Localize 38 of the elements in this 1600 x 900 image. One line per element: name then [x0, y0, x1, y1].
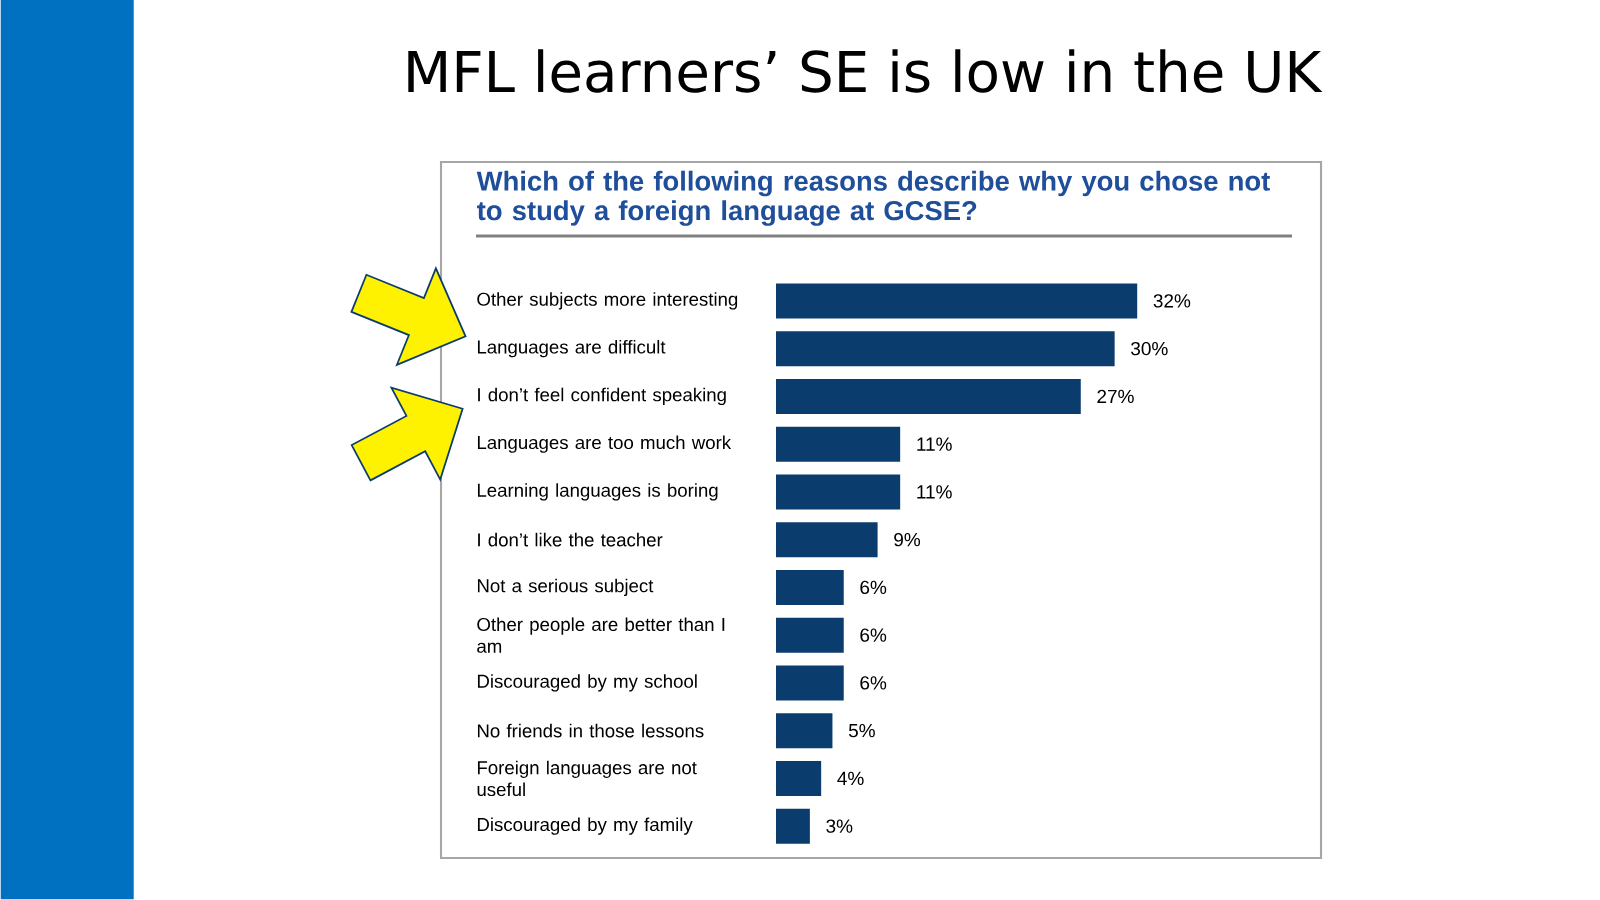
bar — [776, 760, 822, 796]
y-tick-label: Other people are better than I am — [477, 617, 725, 653]
bar — [776, 522, 878, 558]
data-label: 4% — [837, 771, 864, 786]
bar — [776, 665, 844, 701]
bar — [776, 426, 901, 462]
y-tick-label: I don’t feel confident speaking — [478, 387, 726, 406]
chart-title: MFL learners’ SE is low in the UK — [408, 49, 1323, 93]
bar — [776, 331, 1115, 367]
y-tick-label: Discouraged by my school — [477, 674, 697, 692]
data-label: 5% — [848, 723, 875, 738]
data-label: 27% — [1097, 389, 1134, 404]
chart-subtitle: Which of the following reasons describe why you chose not to study a foreign language at GCSE? — [476, 170, 1270, 226]
data-label: 11% — [917, 485, 952, 499]
data-label: 9% — [894, 532, 921, 547]
y-tick-label: Learning languages is boring — [477, 483, 718, 501]
bar — [776, 617, 844, 653]
data-label: 6% — [860, 580, 887, 595]
y-tick-label: I don’t like the teacher — [478, 532, 663, 547]
data-label: 30% — [1131, 341, 1168, 356]
y-tick-label: Foreign languages are not useful — [477, 760, 697, 797]
y-tick-label: Discouraged by my family — [477, 817, 693, 835]
y-tick-label: Not a serious subject — [477, 578, 654, 597]
y-tick-label: No friends in those lessons — [477, 723, 704, 738]
data-label: 11% — [917, 437, 952, 451]
bar — [776, 283, 1138, 319]
y-tick-label: Languages are difficult — [477, 339, 666, 358]
y-tick-label: Other subjects more interesting — [477, 292, 738, 310]
bar — [776, 713, 833, 749]
bar — [776, 808, 810, 844]
bar — [776, 378, 1081, 414]
y-tick-label: Languages are too much work — [477, 435, 732, 453]
data-label: 3% — [826, 819, 853, 833]
data-label: 32% — [1153, 294, 1191, 308]
data-label: 6% — [860, 628, 887, 642]
bar — [776, 474, 901, 510]
data-label: 6% — [860, 676, 887, 690]
bar — [776, 569, 844, 605]
